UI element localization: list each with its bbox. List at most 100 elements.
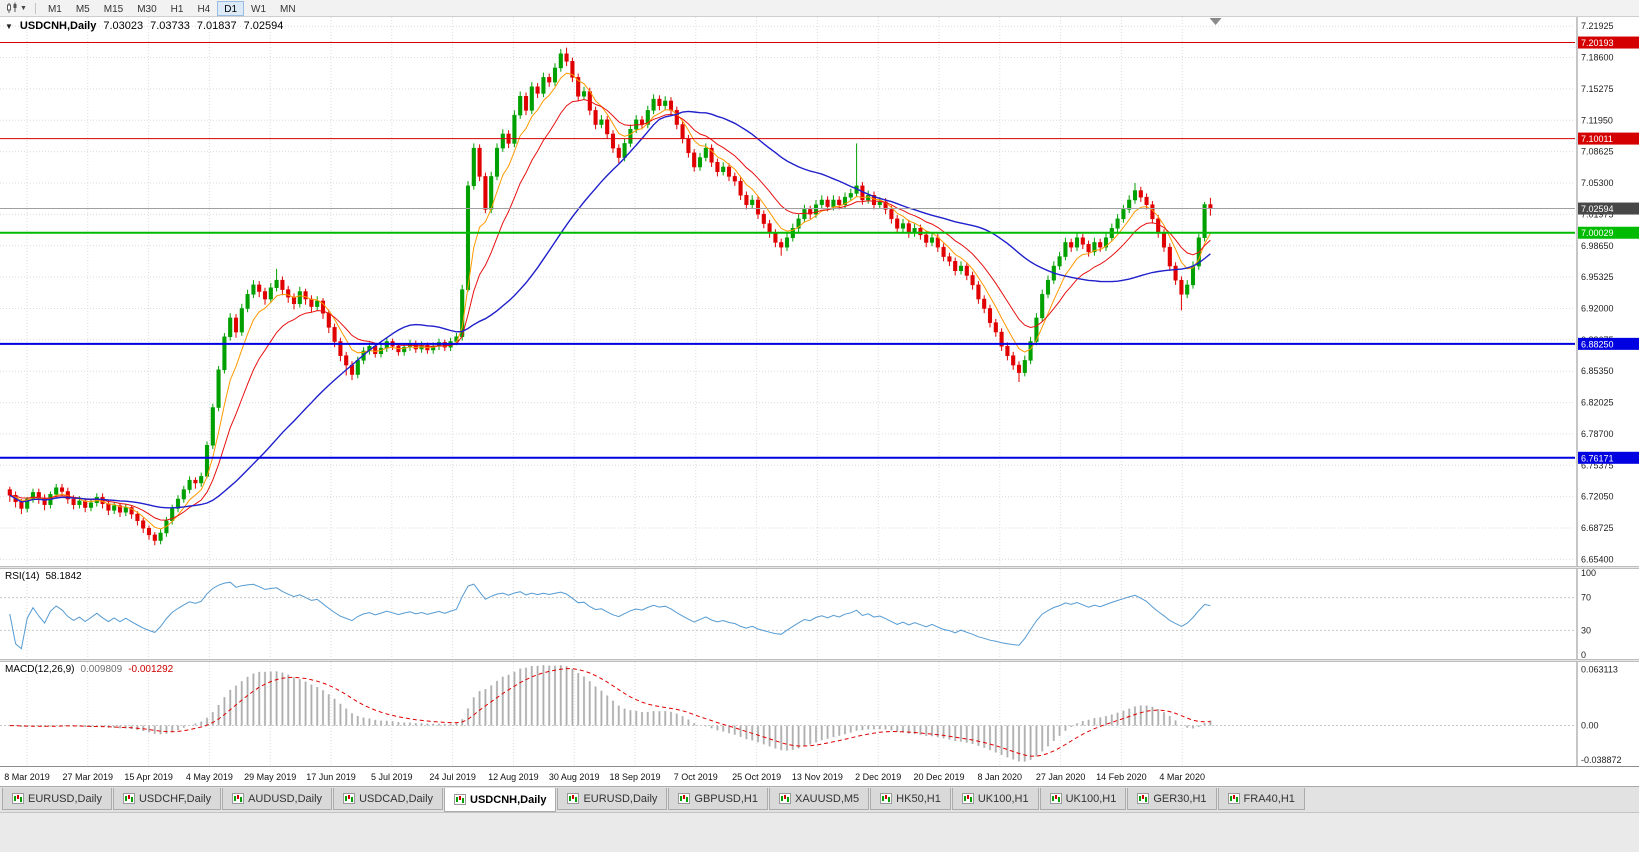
tab-fra40-h1-12[interactable]: FRA40,H1 <box>1217 788 1305 810</box>
ohlc-open: 7.03023 <box>103 20 144 32</box>
rsi-label: RSI(14) <box>5 571 40 582</box>
tab-audusd-daily-2[interactable]: AUDUSD,Daily <box>222 788 333 810</box>
tab-usdcad-daily-3[interactable]: USDCAD,Daily <box>333 788 444 810</box>
tab-label: EURUSD,Daily <box>583 792 658 805</box>
chart-icon <box>1049 793 1062 804</box>
tab-hk50-h1-8[interactable]: HK50,H1 <box>870 788 951 810</box>
rsi-canvas[interactable]: 100 70 30 0 <box>0 569 1639 659</box>
pane-divider[interactable] <box>0 566 1639 569</box>
macd-canvas[interactable]: 0.063113 0.00 -0.038872 <box>0 662 1639 766</box>
timeframe-button-mn[interactable]: MN <box>280 3 296 15</box>
date-label: 17 Jun 2019 <box>306 772 356 782</box>
ohlc-high: 7.03733 <box>150 20 190 32</box>
price-tick: 7.11950 <box>1581 115 1613 125</box>
toolbar-separator <box>34 2 36 14</box>
date-label: 4 May 2019 <box>185 772 233 782</box>
price-tick: 6.68725 <box>1581 523 1614 533</box>
tab-usdcnh-daily-4[interactable]: USDCNH,Daily <box>444 788 557 812</box>
price-tick: 6.98650 <box>1581 241 1614 251</box>
chevron-down-icon: ▼ <box>20 4 27 12</box>
price-level-label <box>1578 337 1639 350</box>
rsi-tick: 30 <box>1581 625 1591 635</box>
shift-marker[interactable] <box>1209 18 1222 25</box>
pane-divider[interactable] <box>0 659 1639 662</box>
date-label: 30 Aug 2019 <box>548 772 600 782</box>
macd-histogram <box>14 665 1212 762</box>
ma-line-fast <box>9 72 1211 530</box>
timeframe-button-h4[interactable]: H4 <box>197 3 211 15</box>
tab-label: USDCHF,Daily <box>138 792 212 805</box>
candlestick-chart-icon <box>7 2 17 13</box>
object-list-icon[interactable]: ▼ <box>5 21 13 31</box>
timeframe-button-m5[interactable]: M5 <box>75 3 90 15</box>
tab-label: AUDUSD,Daily <box>248 792 323 805</box>
date-label: 25 Oct 2019 <box>732 772 782 782</box>
chart-icon <box>122 793 135 804</box>
price-tick: 6.92000 <box>1581 303 1614 313</box>
price-level-label <box>1578 36 1639 49</box>
date-label: 27 Jan 2020 <box>1035 772 1086 782</box>
rsi-tick: 0 <box>1581 650 1586 659</box>
tab-label: EURUSD,Daily <box>28 792 102 805</box>
timeframe-button-d1[interactable]: D1 <box>217 0 245 16</box>
price-tick: 7.15275 <box>1581 84 1614 94</box>
date-label: 5 Jul 2019 <box>371 772 413 782</box>
symbol-period-label: USDCNH,Daily <box>19 20 97 32</box>
price-tick: 7.21925 <box>1581 21 1614 31</box>
timeframe-button-h1[interactable]: H1 <box>170 3 184 15</box>
chart-title: ▼ USDCNH,Daily 7.03023 7.03733 7.01837 7… <box>5 20 283 32</box>
tab-uk100-h1-9[interactable]: UK100,H1 <box>951 788 1039 810</box>
price-level-label <box>1578 132 1639 145</box>
chart-icon <box>778 793 791 804</box>
svg-text:7.00029: 7.00029 <box>1581 228 1614 238</box>
chart-type-button[interactable]: ▼ <box>3 1 30 16</box>
date-label: 14 Feb 2020 <box>1096 772 1147 782</box>
price-level-label <box>1578 202 1639 215</box>
price-tick: 7.05300 <box>1581 178 1614 188</box>
macd-signal-value: -0.001292 <box>128 664 174 675</box>
macd-label: MACD(12,26,9) <box>5 664 75 675</box>
chart-icon <box>961 793 974 804</box>
price-tick: 6.78700 <box>1581 429 1614 439</box>
tab-label: USDCNH,Daily <box>470 793 547 806</box>
macd-main-value: 0.009809 <box>80 664 123 675</box>
tab-ger30-h1-11[interactable]: GER30,H1 <box>1127 788 1217 810</box>
tab-xauusd-m5-7[interactable]: XAUUSD,M5 <box>768 788 870 810</box>
timeframe-button-m15[interactable]: M15 <box>103 3 124 15</box>
main-chart-canvas[interactable]: 7.21925 7.18600 7.15275 7.11950 7.08625 7.053… <box>0 17 1639 566</box>
ma-line-medium <box>9 98 1211 521</box>
tab-label: USDCAD,Daily <box>359 792 434 805</box>
tab-label: HK50,H1 <box>896 792 941 805</box>
chart-icon <box>1227 793 1240 804</box>
chart-icon <box>880 793 893 804</box>
date-label: 15 Apr 2019 <box>124 772 173 782</box>
chart-icon <box>678 793 691 804</box>
rsi-title: RSI(14) 58.1842 <box>5 571 82 582</box>
chart-icon <box>12 793 24 804</box>
price-tick: 6.95325 <box>1581 272 1614 282</box>
chart-icon <box>567 793 580 804</box>
tab-usdchf-daily-1[interactable]: USDCHF,Daily <box>112 788 222 810</box>
tab-eurusd-daily-5[interactable]: EURUSD,Daily <box>557 788 668 810</box>
tab-uk100-h1-10[interactable]: UK100,H1 <box>1039 788 1127 810</box>
tab-gbpusd-h1-6[interactable]: GBPUSD,H1 <box>668 788 768 810</box>
date-label: 8 Jan 2020 <box>977 772 1023 782</box>
date-label: 13 Nov 2019 <box>791 772 843 782</box>
timeframe-button-w1[interactable]: W1 <box>251 3 267 15</box>
time-axis[interactable]: 8 Mar 2019 27 Mar 2019 15 Apr 2019 4 May 20… <box>0 766 1639 786</box>
price-level-label <box>1578 451 1639 464</box>
timeframe-button-m30[interactable]: M30 <box>137 3 157 15</box>
date-label: 27 Mar 2019 <box>62 772 114 782</box>
svg-text:7.10011: 7.10011 <box>1581 134 1613 144</box>
tab-eurusd-daily-0[interactable]: EURUSD,Daily <box>2 788 112 810</box>
date-label: 24 Jul 2019 <box>429 772 476 782</box>
rsi-pane: RSI(14) 58.1842 100 70 30 0 <box>0 569 1639 659</box>
price-tick: 6.65400 <box>1581 554 1614 564</box>
price-tick: 6.82025 <box>1581 398 1614 408</box>
ohlc-low: 7.01837 <box>196 20 237 32</box>
tab-label: GER30,H1 <box>1153 792 1207 805</box>
price-tick: 7.18600 <box>1581 53 1614 63</box>
rsi-tick: 70 <box>1581 593 1591 603</box>
timeframe-button-m1[interactable]: M1 <box>47 3 62 15</box>
chart-icon <box>232 793 245 804</box>
